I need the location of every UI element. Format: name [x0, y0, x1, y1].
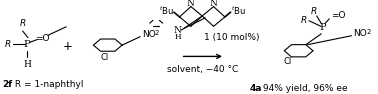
Text: N: N [174, 26, 181, 35]
Text: P: P [320, 23, 327, 32]
Text: NO: NO [353, 29, 367, 38]
Text: 1 (10 mol%): 1 (10 mol%) [204, 33, 260, 42]
Text: Cl: Cl [101, 53, 109, 62]
Text: H: H [174, 33, 181, 41]
Text: R: R [301, 16, 307, 25]
Text: R = 1-naphthyl: R = 1-naphthyl [12, 80, 84, 89]
Text: Cl: Cl [283, 57, 291, 66]
Text: =O: =O [331, 11, 345, 20]
Text: $^{t}$Bu: $^{t}$Bu [159, 5, 174, 17]
Text: P: P [24, 40, 31, 49]
Text: H: H [23, 60, 31, 69]
Text: NO: NO [142, 30, 156, 39]
Text: N: N [210, 0, 217, 8]
Text: +: + [62, 41, 72, 53]
Text: =O: =O [35, 34, 50, 43]
Text: R: R [20, 19, 26, 28]
Text: 2: 2 [367, 29, 371, 35]
Text: 94% yield, 96% ee: 94% yield, 96% ee [260, 84, 348, 93]
Text: 2: 2 [155, 30, 159, 36]
Text: $^{t}$Bu: $^{t}$Bu [231, 5, 246, 17]
Text: R: R [5, 40, 11, 49]
Text: 4a: 4a [249, 84, 262, 93]
Text: R: R [311, 7, 317, 16]
Text: N: N [187, 0, 195, 8]
Text: 2f: 2f [2, 80, 12, 89]
Text: solvent, −40 °C: solvent, −40 °C [167, 65, 238, 74]
